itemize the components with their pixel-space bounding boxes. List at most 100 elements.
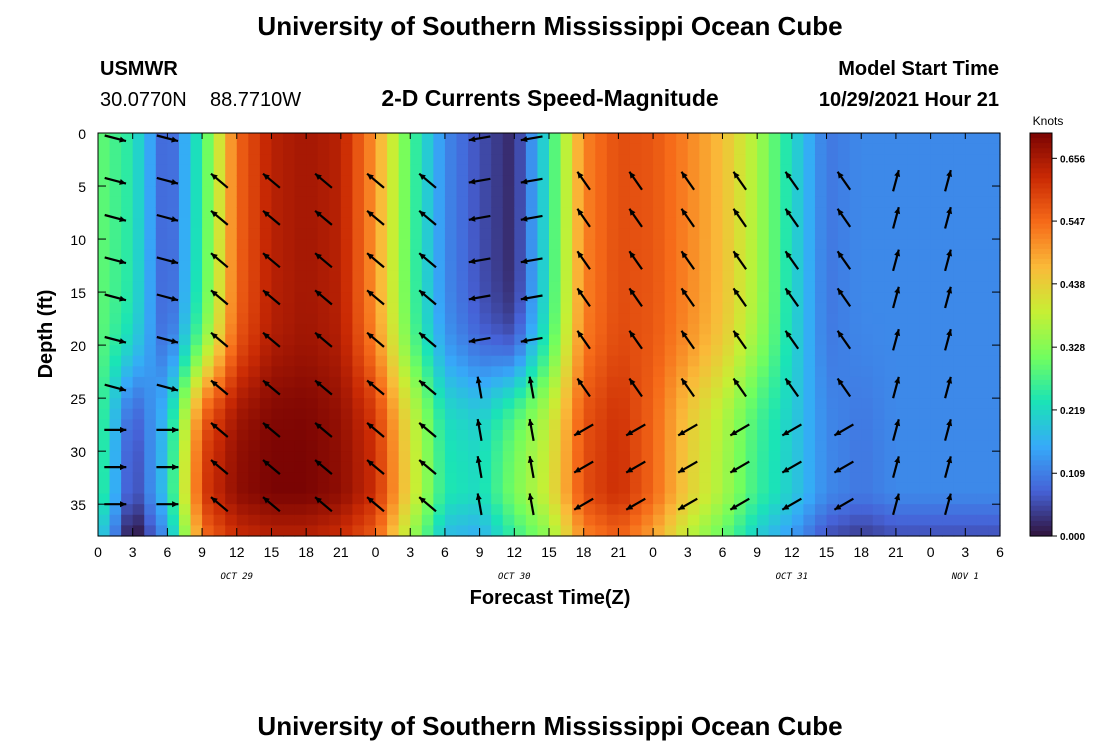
current-arrow-head xyxy=(119,216,126,222)
heat-cell xyxy=(965,398,978,410)
heat-cell xyxy=(560,493,573,505)
heat-cell xyxy=(98,376,111,389)
heat-cell xyxy=(872,525,885,537)
heat-cell xyxy=(699,451,712,463)
heat-cell xyxy=(132,175,145,187)
heat-cell xyxy=(259,440,273,452)
heat-cell xyxy=(491,525,504,537)
heat-cell xyxy=(803,334,816,346)
heat-cell xyxy=(294,366,307,378)
heat-cell xyxy=(722,270,735,283)
heat-cell xyxy=(803,398,816,410)
heat-cell xyxy=(352,419,365,431)
heat-cell xyxy=(502,292,515,304)
heat-cell xyxy=(849,440,862,452)
heat-cell xyxy=(468,228,481,240)
heat-cell xyxy=(560,440,573,452)
heat-cell xyxy=(468,408,481,420)
heat-cell xyxy=(549,196,562,208)
heat-cell xyxy=(444,334,458,346)
heat-cell xyxy=(814,429,828,442)
current-arrow xyxy=(520,135,543,143)
heat-cell xyxy=(398,493,411,505)
heat-cell xyxy=(537,440,550,452)
heat-cell xyxy=(699,260,712,272)
heat-cell xyxy=(942,323,955,336)
heat-cell xyxy=(248,249,261,261)
heat-cell xyxy=(861,514,874,526)
heat-cell xyxy=(468,429,481,442)
heat-cell xyxy=(132,461,145,473)
heat-cell xyxy=(167,302,180,314)
heat-cell xyxy=(722,133,735,145)
current-arrow-head xyxy=(172,501,179,508)
current-arrow-head xyxy=(172,464,179,471)
heat-cell xyxy=(606,429,619,442)
heat-cell xyxy=(861,419,874,431)
heat-cell xyxy=(456,334,469,346)
current-arrow-head xyxy=(367,460,374,467)
heat-cell xyxy=(294,472,307,484)
heat-cell xyxy=(375,376,388,389)
heat-cell xyxy=(410,302,423,314)
heat-cell xyxy=(664,461,677,473)
heat-cell xyxy=(433,133,446,145)
current-arrow-head xyxy=(419,173,426,180)
heat-cell xyxy=(826,451,839,463)
heat-cell xyxy=(884,514,897,526)
heat-cell xyxy=(791,366,805,378)
heat-cell xyxy=(387,472,400,484)
heat-cell xyxy=(664,186,677,198)
heat-cell xyxy=(479,133,492,145)
current-arrow-head xyxy=(211,460,218,467)
heat-cell xyxy=(479,186,492,198)
heat-cell xyxy=(132,186,145,198)
heat-cell xyxy=(340,429,354,442)
current-arrow xyxy=(520,336,543,344)
heat-cell xyxy=(595,143,608,155)
colorbar-segment xyxy=(1030,228,1052,235)
heat-cell xyxy=(421,239,434,251)
heat-cell xyxy=(583,366,596,378)
heat-cell xyxy=(398,143,411,155)
heat-cell xyxy=(178,175,192,187)
current-arrow xyxy=(104,464,127,471)
heat-cell xyxy=(248,408,261,420)
heat-cell xyxy=(410,472,423,484)
heat-cell xyxy=(560,270,573,283)
current-arrow xyxy=(892,376,901,399)
heat-cell xyxy=(502,249,515,261)
heat-cell xyxy=(121,186,134,198)
heat-cell xyxy=(306,143,319,155)
heat-cell xyxy=(838,504,851,516)
heat-cell xyxy=(491,249,504,261)
heat-cell xyxy=(178,334,192,346)
heat-cell xyxy=(479,408,492,420)
colorbar-segment xyxy=(1030,148,1052,154)
heat-cell xyxy=(190,366,203,378)
heat-cell xyxy=(98,366,111,378)
heat-cell xyxy=(294,217,307,230)
heat-cell xyxy=(248,281,261,293)
heat-cell xyxy=(895,525,909,537)
heat-cell xyxy=(988,154,1001,166)
heat-cell xyxy=(502,260,515,272)
heat-cell xyxy=(953,408,966,420)
heat-cell xyxy=(757,451,770,463)
heat-cell xyxy=(745,525,758,537)
current-arrow xyxy=(314,496,333,513)
heat-cell xyxy=(629,207,643,219)
heat-cell xyxy=(259,133,273,145)
heat-cell xyxy=(595,217,608,230)
heat-cell xyxy=(271,323,284,336)
heat-cell xyxy=(144,525,157,537)
heat-cell xyxy=(872,451,885,463)
current-arrow xyxy=(475,418,483,441)
heat-cell xyxy=(213,398,226,410)
heat-cell xyxy=(687,334,700,346)
heat-cell xyxy=(988,376,1001,389)
heat-cell xyxy=(699,387,712,399)
heat-cell xyxy=(537,143,550,155)
heat-cell xyxy=(641,345,654,357)
heat-cell xyxy=(710,270,724,283)
